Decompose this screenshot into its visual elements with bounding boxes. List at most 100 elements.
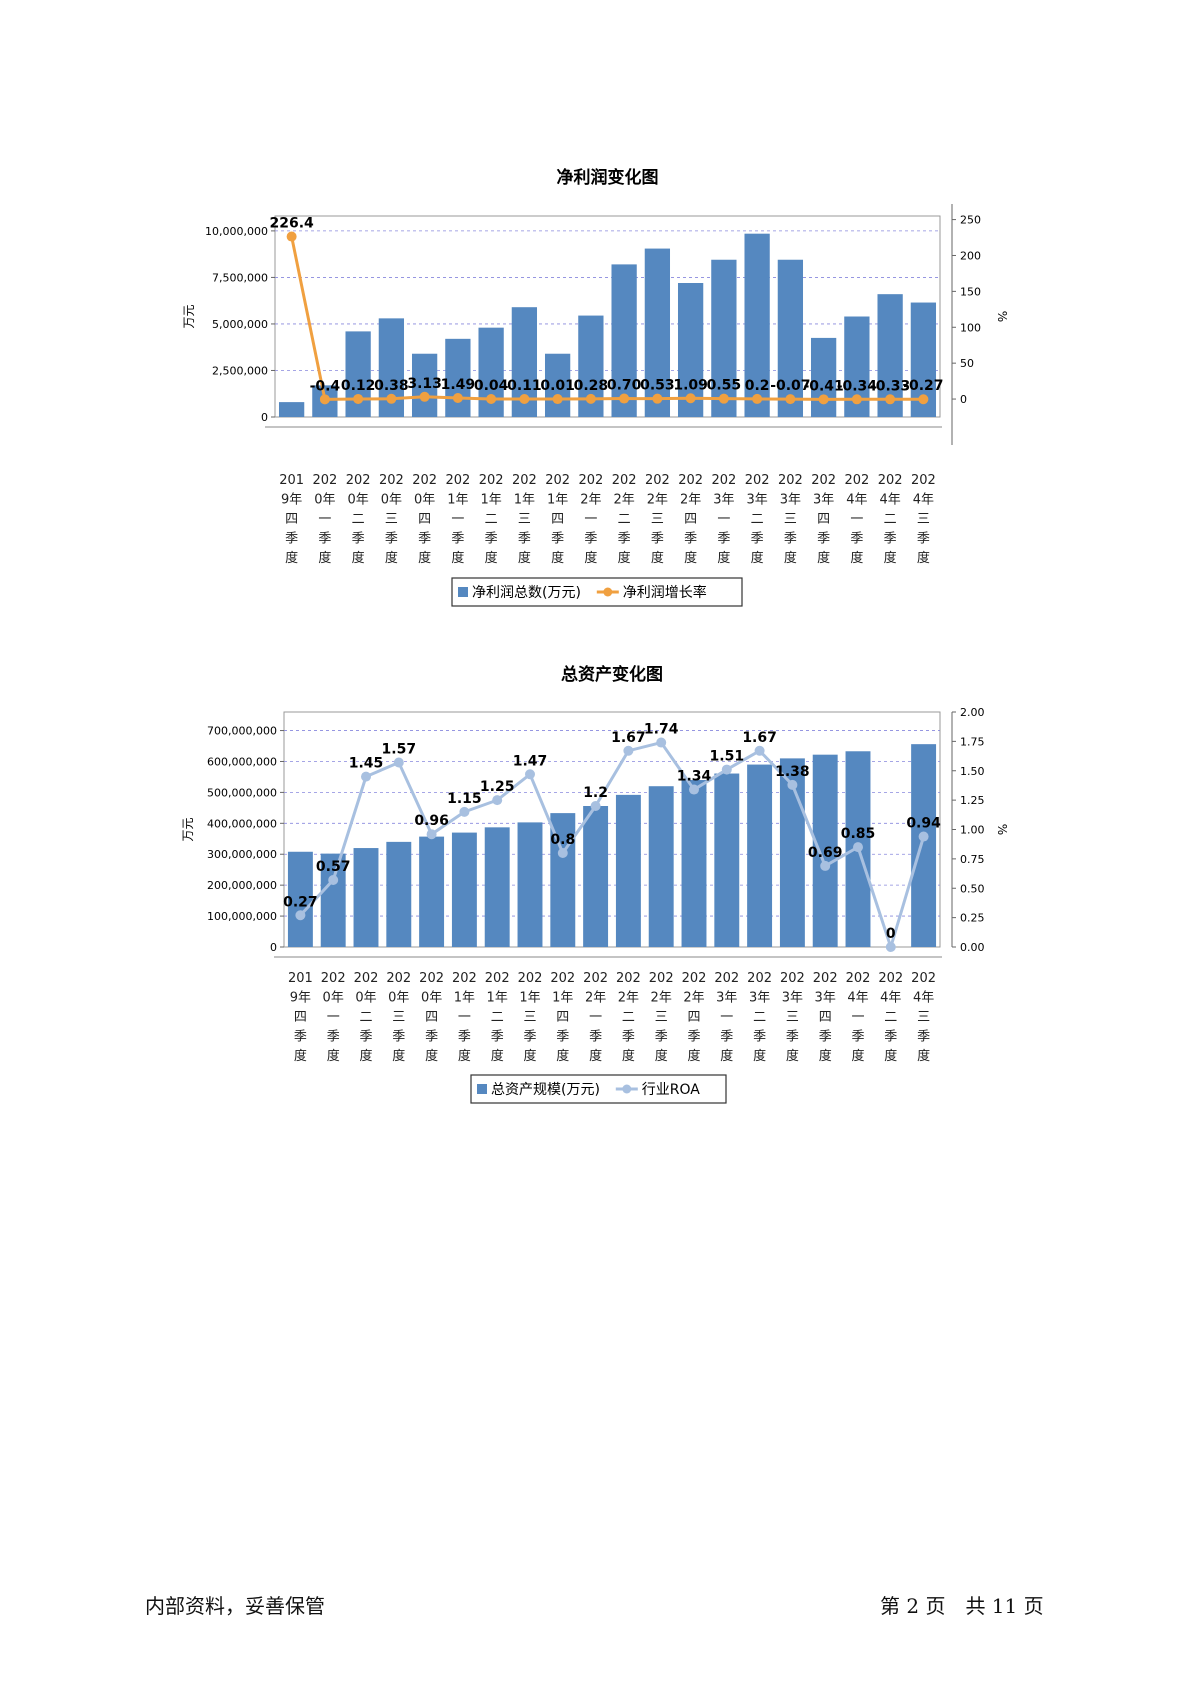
bar	[648, 786, 674, 947]
y-tick-label: 600,000,000	[207, 755, 277, 768]
x-tick-label-part: 一	[318, 512, 331, 527]
x-tick-label-part: 202	[312, 473, 337, 488]
x-tick-label-part: 3年	[815, 991, 836, 1006]
y-tick-label: 5,000,000	[212, 318, 268, 331]
x-tick-label-part: 202	[780, 971, 805, 986]
line-point	[286, 231, 297, 242]
line-point	[818, 394, 829, 405]
x-tick-label-part: 季	[884, 1030, 897, 1045]
y2-tick-label: 0	[960, 393, 967, 406]
y-tick-label: 300,000,000	[207, 848, 277, 861]
x-tick-label-part: 度	[556, 1048, 569, 1064]
x-tick-label-part: 季	[850, 532, 863, 547]
legend-bar-label: 总资产规模(万元)	[491, 1082, 600, 1098]
x-tick-label-part: 季	[352, 532, 365, 547]
x-tick-label-part: 季	[359, 1030, 372, 1045]
x-tick-label-part: 202	[321, 971, 346, 986]
y-tick-label: 0	[270, 941, 277, 954]
bar	[744, 233, 770, 417]
x-tick-label-part: 季	[651, 532, 664, 547]
data-label: 1.2	[583, 785, 608, 801]
x-tick-label-part: 2年	[580, 493, 601, 508]
data-label: 0	[886, 926, 896, 942]
y-tick-label: 200,000,000	[207, 879, 277, 892]
chart-title: 净利润变化图	[557, 167, 659, 188]
bar	[451, 832, 477, 947]
x-tick-label-part: 季	[318, 532, 331, 547]
x-tick-label-part: 202	[645, 473, 670, 488]
x-tick-label-part: 季	[327, 1030, 340, 1045]
bar	[419, 836, 445, 947]
x-tick-label-part: 季	[458, 1030, 471, 1045]
line-point	[419, 391, 430, 402]
y2-axis-label: %	[995, 824, 1009, 835]
x-tick-label-part: 三	[392, 1010, 405, 1025]
bar	[615, 794, 641, 947]
x-tick-label-part: 季	[684, 532, 697, 547]
x-tick-label-part: 202	[612, 473, 637, 488]
x-tick-label-part: 3年	[746, 493, 767, 508]
x-tick-label-part: 201	[288, 971, 313, 986]
data-label: 0.57	[316, 859, 351, 875]
x-tick-label-part: 度	[491, 1048, 504, 1064]
x-tick-label-part: 度	[285, 550, 298, 566]
x-tick-label-part: 度	[294, 1048, 307, 1064]
legend-line-label: 行业ROA	[642, 1082, 701, 1098]
x-tick-label-part: 202	[747, 971, 772, 986]
x-tick-label-part: 202	[412, 473, 437, 488]
line-point	[918, 394, 929, 405]
x-tick-label-part: 二	[622, 1010, 635, 1025]
x-tick-label-part: 三	[655, 1010, 668, 1025]
y2-tick-label: 0.00	[960, 941, 985, 954]
x-tick-label-part: 度	[850, 550, 863, 566]
data-label: 0.53	[640, 378, 675, 394]
data-label: 0.04	[474, 378, 509, 394]
x-tick-label-part: 季	[556, 1030, 569, 1045]
line-point	[295, 910, 306, 921]
x-tick-label-part: 度	[851, 1048, 864, 1064]
data-label: -0.07	[770, 378, 810, 394]
line-point	[557, 848, 568, 858]
data-label: 0.27	[283, 894, 318, 910]
bar	[644, 248, 671, 417]
x-tick-label-part: 度	[786, 1048, 799, 1064]
x-tick-label-part: 4年	[913, 493, 934, 508]
x-tick-label-part: 202	[844, 473, 869, 488]
x-tick-label-part: 季	[491, 1030, 504, 1045]
x-tick-label-part: 4年	[913, 991, 934, 1006]
x-tick-label-part: 季	[917, 532, 930, 547]
x-tick-label-part: 度	[651, 550, 664, 566]
x-tick-label-part: 度	[485, 550, 498, 566]
x-tick-label-part: 0年	[381, 493, 402, 508]
x-tick-label-part: 202	[452, 971, 477, 986]
bar	[711, 259, 737, 417]
line-point	[426, 829, 437, 840]
y2-tick-label: 2.00	[960, 706, 985, 719]
x-tick-label-part: 二	[884, 512, 897, 527]
x-tick-label-part: 度	[917, 550, 930, 566]
data-label: 1.57	[382, 742, 417, 758]
x-tick-label-part: 1年	[447, 493, 468, 508]
data-label: 0.94	[906, 816, 941, 832]
y2-tick-label: 1.25	[960, 794, 985, 807]
x-tick-label-part: 度	[551, 550, 564, 566]
x-tick-label-part: 202	[911, 473, 936, 488]
line-point	[851, 394, 862, 405]
x-tick-label-part: 202	[578, 473, 603, 488]
x-tick-label-part: 度	[589, 1048, 602, 1064]
y2-tick-label: 50	[960, 357, 974, 370]
data-label: 0.8	[550, 832, 575, 848]
x-tick-label-part: 二	[751, 512, 764, 527]
x-tick-label-part: 二	[359, 1010, 372, 1025]
x-tick-label-part: 0年	[388, 991, 409, 1006]
y2-tick-label: 0.50	[960, 882, 985, 895]
